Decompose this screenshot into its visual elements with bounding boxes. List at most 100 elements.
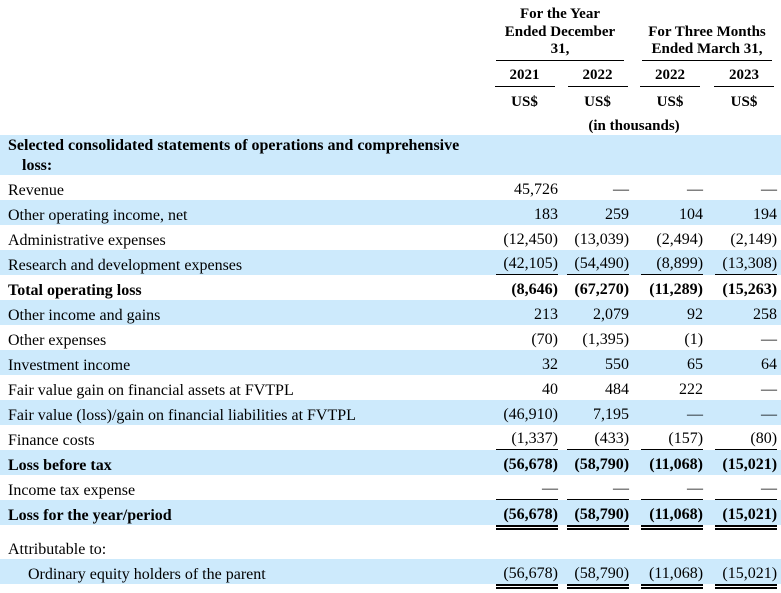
row-label: Revenue — [8, 182, 64, 200]
value-cell: (433) — [562, 425, 633, 451]
value-cell: — — [562, 475, 633, 501]
table-row-total: Loss for the year/period (56,678) (58,79… — [0, 500, 781, 526]
value-cell: 64 — [761, 356, 778, 374]
row-label: Fair value (loss)/gain on financial liab… — [8, 407, 356, 425]
header-spacer — [0, 6, 487, 61]
row-label: Total operating loss — [8, 282, 142, 300]
currency-header: US$ — [584, 94, 611, 111]
value-cell: 2,079 — [593, 306, 630, 324]
value-cell: (1,395) — [582, 331, 630, 349]
double-rule — [715, 584, 778, 590]
table-row: Revenue 45,726 — — — — [0, 175, 781, 200]
value-cell: (67,270) — [574, 281, 630, 299]
row-label: Administrative expenses — [8, 232, 166, 250]
col-group-three-months: For Three Months Ended March 31, — [633, 6, 781, 62]
value-cell: (157) — [633, 425, 707, 451]
value-cell: 259 — [605, 206, 630, 224]
value-cell: — — [761, 181, 778, 199]
value-cell: (11,068) — [648, 565, 704, 583]
row-label: Loss for the year/period — [8, 507, 172, 525]
value-cell: 40 — [542, 381, 558, 399]
value-cell: — — [687, 181, 704, 199]
section-heading: Selected consolidated statements of oper… — [8, 137, 460, 174]
value-cell: (58,790) — [574, 456, 630, 474]
double-rule — [496, 525, 558, 531]
column-group-header-row: For the Year Ended December 31, For Thre… — [0, 6, 781, 62]
group-line2: Ended December 31, — [504, 23, 616, 58]
value-cell: 7,195 — [593, 406, 630, 424]
value-cell: (54,490) — [562, 250, 633, 276]
table-row: Ordinary equity holders of the parent (5… — [0, 559, 781, 585]
value-cell: — — [633, 475, 707, 501]
header-spacer — [0, 111, 487, 135]
row-label-cell: Selected consolidated statements of oper… — [0, 135, 487, 175]
year-header: 2022 — [640, 67, 701, 88]
year-header: 2021 — [494, 67, 555, 88]
value-cell: 45,726 — [514, 181, 558, 199]
row-label: Other operating income, net — [8, 207, 188, 225]
double-rule-row — [0, 525, 781, 534]
value-cell: 104 — [679, 206, 704, 224]
value-cell: (70) — [531, 331, 558, 349]
row-label: Income tax expense — [8, 482, 136, 500]
table-row: Finance costs (1,337) (433) (157) (80) — [0, 425, 781, 451]
value-cell: (58,790) — [574, 506, 630, 524]
table-row: Investment income 32 550 65 64 — [0, 350, 781, 376]
table-row: Other income and gains 213 2,079 92 258 — [0, 300, 781, 326]
year-header: 2023 — [714, 67, 775, 88]
year-header: 2022 — [567, 67, 628, 88]
table-row: Administrative expenses (12,450) (13,039… — [0, 225, 781, 250]
double-rule — [641, 525, 704, 531]
table-row-total: Loss before tax (56,678) (58,790) (11,06… — [0, 450, 781, 476]
value-cell: — — [687, 406, 704, 424]
value-cell: 550 — [605, 356, 630, 374]
table-row-total: Total operating loss (8,646) (67,270) (1… — [0, 275, 781, 300]
value-cell: — — [613, 181, 630, 199]
value-cell: 65 — [687, 356, 704, 374]
value-cell: 222 — [679, 381, 704, 399]
value-cell: 484 — [605, 381, 630, 399]
value-cell: (2,149) — [730, 231, 778, 249]
row-label: Other income and gains — [8, 307, 161, 325]
value-cell: (13,039) — [574, 231, 630, 249]
value-cell: (58,790) — [574, 565, 630, 583]
units-note-row: (in thousands) — [0, 111, 781, 135]
col-group-year-ended-label: For the Year Ended December 31, — [496, 6, 625, 62]
table-row: Fair value gain on financial assets at F… — [0, 375, 781, 400]
row-label: Loss before tax — [8, 457, 112, 475]
table-row: Attributable to: — [0, 534, 781, 559]
value-cell: — — [761, 381, 778, 399]
row-label: Fair value gain on financial assets at F… — [8, 382, 294, 400]
value-cell: (1) — [684, 331, 704, 349]
col-group-three-months-label: For Three Months Ended March 31, — [642, 24, 773, 62]
table-row: Fair value (loss)/gain on financial liab… — [0, 400, 781, 426]
value-cell: (11,289) — [649, 281, 704, 299]
row-label: Other expenses — [8, 332, 107, 350]
value-cell: — — [761, 331, 778, 349]
row-label: Investment income — [8, 357, 131, 375]
value-cell: (56,678) — [503, 565, 558, 583]
double-rule — [567, 525, 630, 531]
units-note: (in thousands) — [588, 118, 680, 135]
value-cell: — — [707, 475, 781, 501]
year-header-row: 2021 2022 2022 2023 — [0, 61, 781, 88]
value-cell: 258 — [753, 306, 778, 324]
value-cell: (15,021) — [722, 506, 778, 524]
value-cell: 92 — [687, 306, 704, 324]
value-cell: (42,105) — [487, 250, 562, 276]
row-label: Finance costs — [8, 432, 95, 450]
group-line1: For the Year — [520, 6, 600, 22]
table-row: Other expenses (70) (1,395) (1) — — [0, 325, 781, 350]
value-cell: (2,494) — [656, 231, 704, 249]
row-label: Research and development expenses — [8, 257, 243, 275]
row-label: Attributable to: — [8, 541, 107, 559]
row-label: Ordinary equity holders of the parent — [28, 566, 266, 584]
value-cell: (13,308) — [707, 250, 781, 276]
double-rule — [567, 584, 630, 590]
value-cell: 194 — [753, 206, 778, 224]
currency-header-row: US$ US$ US$ US$ — [0, 87, 781, 111]
col-group-year-ended: For the Year Ended December 31, — [487, 6, 633, 62]
financial-table: For the Year Ended December 31, For Thre… — [0, 6, 781, 593]
value-cell: — — [487, 475, 562, 501]
